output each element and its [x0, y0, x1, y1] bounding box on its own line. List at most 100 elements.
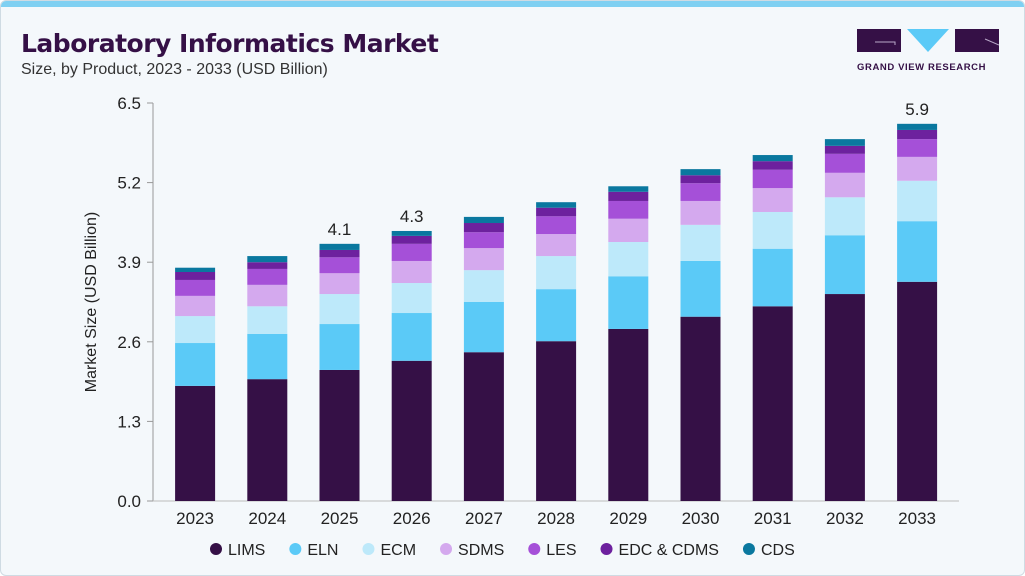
bar-segment-eln-2024 — [247, 333, 288, 380]
bar-segment-edc-cdms-2032 — [824, 145, 865, 154]
x-tick-label: 2025 — [321, 509, 359, 528]
x-tick-label: 2031 — [754, 509, 792, 528]
bar-segment-cds-2031 — [752, 155, 793, 162]
bar-segment-les-2026 — [391, 243, 432, 261]
bar-segment-lims-2028 — [536, 341, 577, 501]
bar-segment-ecm-2029 — [608, 241, 649, 277]
bar-segment-cds-2023 — [175, 267, 216, 272]
bar-segment-ecm-2025 — [319, 294, 360, 325]
y-tick-label: 6.5 — [117, 94, 141, 113]
bar-segment-lims-2032 — [824, 294, 865, 501]
chart-subtitle: Size, by Product, 2023 - 2033 (USD Billi… — [21, 61, 328, 78]
bar-segment-sdms-2031 — [752, 188, 793, 212]
legend-label: ECM — [380, 542, 416, 559]
bar-segment-ecm-2024 — [247, 306, 288, 334]
bar-segment-edc-cdms-2025 — [319, 249, 360, 258]
bar-segment-cds-2024 — [247, 256, 288, 263]
bar-segment-les-2028 — [536, 216, 577, 235]
bar-segment-ecm-2026 — [391, 283, 432, 314]
bar-segment-eln-2027 — [463, 302, 504, 353]
legend-label: LIMS — [228, 542, 265, 559]
bar-segment-cds-2026 — [391, 230, 432, 236]
data-label: 5.9 — [905, 100, 929, 119]
legend-label: CDS — [761, 542, 795, 559]
bar-segment-eln-2030 — [680, 260, 721, 317]
bar-segment-ecm-2023 — [175, 316, 216, 344]
bar-segment-sdms-2023 — [175, 295, 216, 317]
x-tick-label: 2024 — [248, 509, 286, 528]
bar-segment-les-2024 — [247, 268, 288, 285]
bar-segment-sdms-2033 — [897, 156, 938, 181]
bar-segment-les-2023 — [175, 279, 216, 296]
x-tick-label: 2028 — [537, 509, 575, 528]
bar-segment-les-2033 — [897, 139, 938, 157]
bar-segment-les-2031 — [752, 169, 793, 189]
bar-segment-eln-2025 — [319, 324, 360, 370]
bar-segment-edc-cdms-2029 — [608, 191, 649, 201]
bar-segment-eln-2032 — [824, 235, 865, 295]
bar-segment-eln-2026 — [391, 313, 432, 361]
x-tick-label: 2029 — [609, 509, 647, 528]
legend-swatch — [289, 543, 302, 555]
bar-segment-les-2025 — [319, 257, 360, 274]
legend-label: EDC & CDMS — [619, 542, 719, 559]
bar-segment-edc-cdms-2027 — [463, 223, 504, 233]
bar-segment-lims-2033 — [897, 281, 938, 501]
bar-segment-ecm-2031 — [752, 211, 793, 249]
bar-segment-cds-2025 — [319, 243, 360, 250]
x-tick-label: 2033 — [898, 509, 936, 528]
bar-segment-sdms-2030 — [680, 200, 721, 225]
bar-segment-lims-2026 — [391, 360, 432, 501]
legend-swatch — [528, 543, 541, 555]
bar-segment-ecm-2027 — [463, 270, 504, 302]
bar-segment-eln-2023 — [175, 343, 216, 386]
bar-segment-lims-2031 — [752, 306, 793, 501]
bar-segment-les-2029 — [608, 200, 649, 219]
bar-segment-sdms-2027 — [463, 248, 504, 271]
bar-segment-lims-2029 — [608, 328, 649, 501]
y-tick-label: 3.9 — [117, 253, 141, 272]
bar-segment-edc-cdms-2024 — [247, 262, 288, 269]
accent-bar — [1, 1, 1024, 7]
bar-segment-eln-2031 — [752, 248, 793, 307]
bar-segment-edc-cdms-2033 — [897, 129, 938, 140]
bar-segment-cds-2029 — [608, 186, 649, 192]
bar-segment-sdms-2029 — [608, 218, 649, 242]
bar-segment-edc-cdms-2030 — [680, 175, 721, 184]
bar-segment-les-2027 — [463, 232, 504, 249]
chart-title: Laboratory Informatics Market — [21, 29, 439, 58]
legend-label: LES — [546, 542, 576, 559]
bar-segment-edc-cdms-2026 — [391, 235, 432, 244]
x-tick-label: 2023 — [176, 509, 214, 528]
bar-segment-les-2032 — [824, 153, 865, 173]
legend-swatch — [742, 543, 755, 555]
bar-segment-edc-cdms-2031 — [752, 161, 793, 170]
legend-swatch — [362, 543, 375, 555]
legend-swatch — [440, 543, 453, 555]
bar-segment-ecm-2033 — [897, 180, 938, 222]
bar-segment-edc-cdms-2028 — [536, 207, 577, 217]
legend-swatch — [210, 543, 222, 555]
bar-segment-cds-2028 — [536, 202, 577, 208]
bar-segment-les-2030 — [680, 183, 721, 201]
y-tick-label: 5.2 — [117, 174, 141, 193]
y-axis-label: Market Size (USD Billion) — [83, 212, 100, 392]
x-tick-label: 2030 — [682, 509, 720, 528]
bar-segment-eln-2028 — [536, 289, 577, 342]
logo-mark-icon — [857, 29, 1000, 52]
data-label: 4.1 — [328, 220, 352, 239]
bar-segment-cds-2032 — [824, 139, 865, 146]
y-tick-label: 0.0 — [117, 492, 141, 511]
bar-segment-cds-2027 — [463, 216, 504, 224]
legend-label: ELN — [307, 542, 338, 559]
y-tick-label: 1.3 — [117, 412, 141, 431]
bar-segment-lims-2023 — [175, 385, 216, 501]
bar-segment-eln-2029 — [608, 276, 649, 329]
x-tick-label: 2026 — [393, 509, 431, 528]
bar-segment-sdms-2024 — [247, 284, 288, 307]
bar-segment-sdms-2025 — [319, 273, 360, 295]
bar-segment-sdms-2028 — [536, 234, 577, 257]
legend-label: SDMS — [458, 542, 504, 559]
